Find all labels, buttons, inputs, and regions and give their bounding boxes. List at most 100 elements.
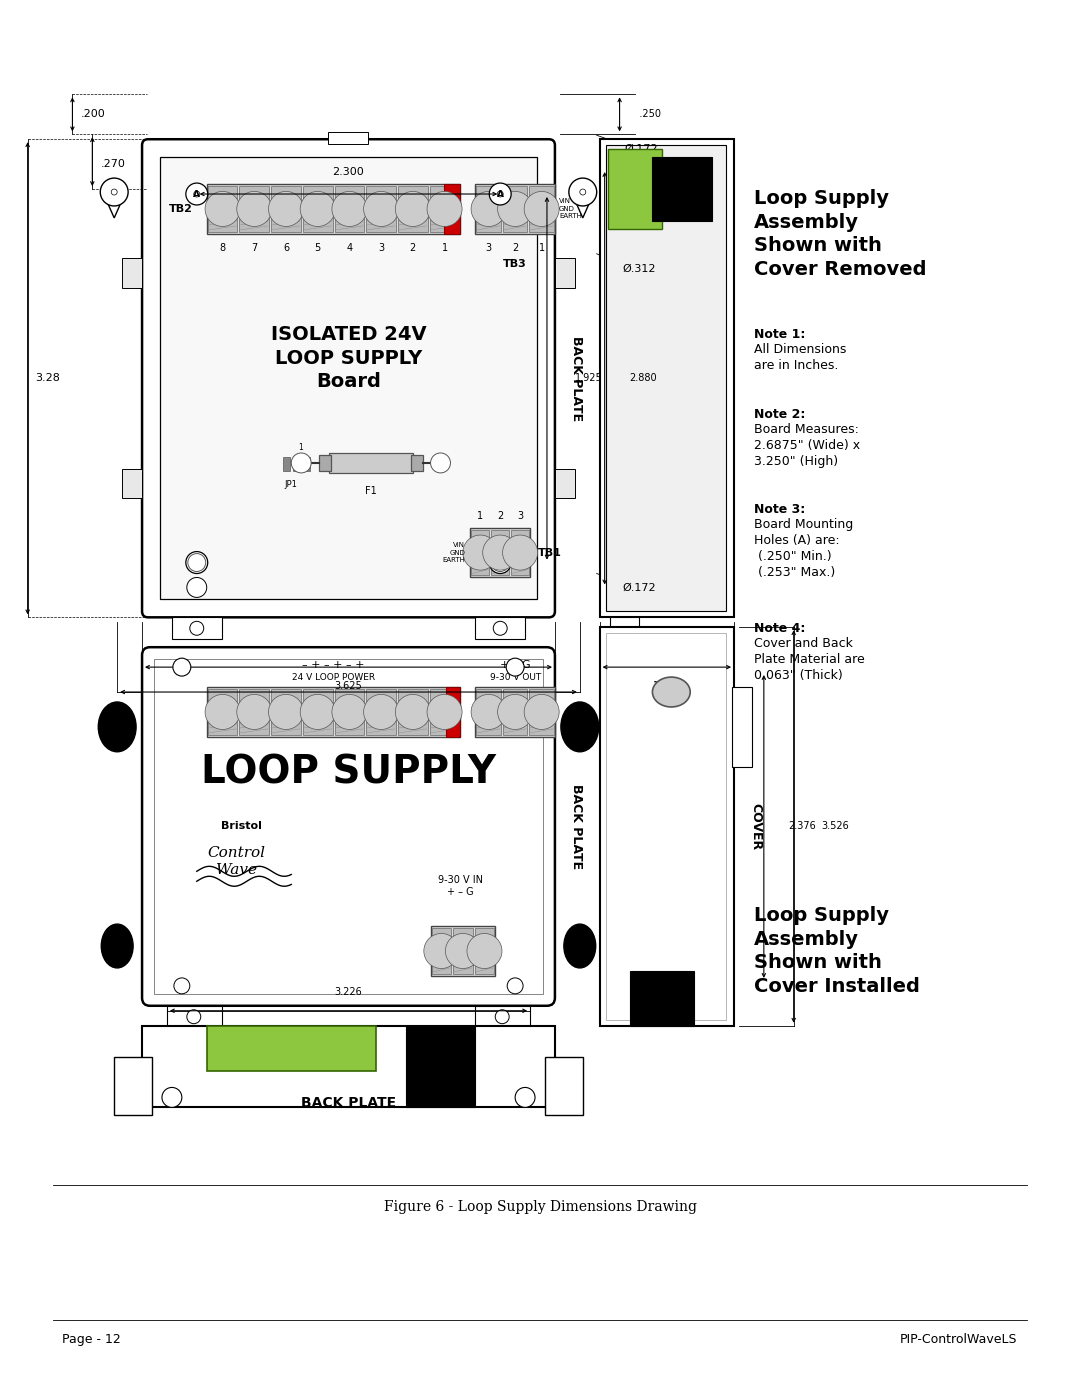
Text: 3.28: 3.28 (36, 373, 60, 383)
Text: 3: 3 (517, 511, 523, 521)
Text: Note 4:: Note 4: (754, 622, 806, 636)
Text: COVER: COVER (228, 1039, 291, 1058)
Bar (529, 689, 554, 735)
Circle shape (173, 658, 191, 676)
Bar (328, 133, 368, 144)
Circle shape (186, 552, 207, 574)
Circle shape (463, 535, 498, 570)
Bar (431, 926, 496, 977)
Bar (271, 689, 301, 735)
Circle shape (423, 933, 459, 968)
Circle shape (497, 560, 503, 566)
Circle shape (205, 191, 240, 226)
Bar (529, 186, 554, 232)
Bar (335, 689, 364, 735)
Text: VIN
GND
EARTH: VIN GND EARTH (443, 542, 465, 563)
Bar (154, 659, 543, 993)
Circle shape (507, 658, 524, 676)
FancyBboxPatch shape (143, 647, 555, 1006)
Bar (630, 971, 694, 1025)
Text: A: A (193, 557, 200, 567)
Bar (240, 186, 269, 232)
Circle shape (300, 191, 335, 226)
Circle shape (580, 189, 585, 196)
Text: 3: 3 (378, 243, 384, 253)
Bar (555, 468, 575, 499)
Text: 3.526: 3.526 (822, 821, 849, 831)
Bar (366, 186, 396, 232)
Text: – + – + – +: – + – + – + (302, 661, 365, 671)
Text: 1: 1 (442, 243, 447, 253)
Text: Bristol: Bristol (221, 821, 262, 831)
Circle shape (524, 191, 559, 226)
Bar (511, 529, 529, 576)
Text: 1.925: 1.925 (575, 373, 603, 383)
Text: TB2: TB2 (168, 204, 193, 214)
Bar (475, 184, 555, 233)
Bar (406, 1025, 475, 1108)
Text: 6: 6 (283, 243, 289, 253)
Circle shape (292, 453, 311, 474)
Bar (609, 617, 639, 643)
Circle shape (364, 191, 399, 226)
Circle shape (497, 191, 503, 197)
Circle shape (364, 694, 399, 729)
Circle shape (471, 694, 507, 729)
Bar (475, 1006, 530, 1028)
Text: 1: 1 (539, 243, 544, 253)
Bar (430, 186, 459, 232)
Bar (160, 156, 537, 599)
Circle shape (427, 191, 462, 226)
Circle shape (502, 535, 538, 570)
Bar (399, 689, 428, 735)
Polygon shape (106, 200, 122, 218)
Bar (652, 156, 712, 221)
Ellipse shape (102, 923, 133, 968)
Circle shape (188, 553, 205, 571)
Circle shape (471, 191, 507, 226)
Text: Board Measures:
2.6875" (Wide) x
3.250" (High): Board Measures: 2.6875" (Wide) x 3.250" … (754, 423, 860, 468)
Bar (114, 1058, 152, 1115)
Bar (471, 529, 489, 576)
Text: 9-30 V OUT: 9-30 V OUT (489, 672, 541, 682)
Text: 7: 7 (252, 243, 257, 253)
Text: .270: .270 (100, 159, 125, 169)
Text: Ø.312: Ø.312 (622, 264, 656, 274)
Bar (476, 689, 501, 735)
Text: 2.300: 2.300 (333, 168, 364, 177)
Circle shape (427, 694, 462, 729)
Bar (491, 529, 509, 576)
Text: BACK PLATE: BACK PLATE (570, 784, 583, 869)
Circle shape (187, 577, 206, 598)
Bar (329, 453, 413, 474)
Text: Ø.172: Ø.172 (622, 583, 657, 592)
Bar (206, 1025, 376, 1070)
Circle shape (489, 552, 511, 574)
Bar (606, 633, 726, 1020)
Circle shape (193, 560, 200, 566)
Circle shape (395, 191, 430, 226)
Text: Board Mounting
Holes (A) are:
 (.250" Min.)
 (.253" Max.): Board Mounting Holes (A) are: (.250" Min… (754, 518, 853, 578)
Bar (240, 689, 269, 735)
Bar (430, 689, 459, 735)
Text: 4: 4 (347, 243, 352, 253)
Circle shape (395, 694, 430, 729)
Circle shape (269, 191, 303, 226)
Circle shape (237, 191, 272, 226)
Text: Ø.172: Ø.172 (624, 144, 658, 154)
Text: Note 2:: Note 2: (754, 408, 806, 420)
Bar (476, 186, 501, 232)
Circle shape (111, 189, 118, 196)
Circle shape (494, 622, 508, 636)
Circle shape (332, 191, 367, 226)
Circle shape (332, 694, 367, 729)
Text: 3.226: 3.226 (335, 986, 363, 997)
Bar (471, 528, 530, 577)
Circle shape (467, 933, 502, 968)
Circle shape (174, 978, 190, 993)
Bar (410, 455, 422, 471)
Bar (475, 687, 555, 736)
Text: 1.188: 1.188 (653, 682, 680, 692)
Bar (320, 455, 332, 471)
Text: 1: 1 (477, 511, 484, 521)
